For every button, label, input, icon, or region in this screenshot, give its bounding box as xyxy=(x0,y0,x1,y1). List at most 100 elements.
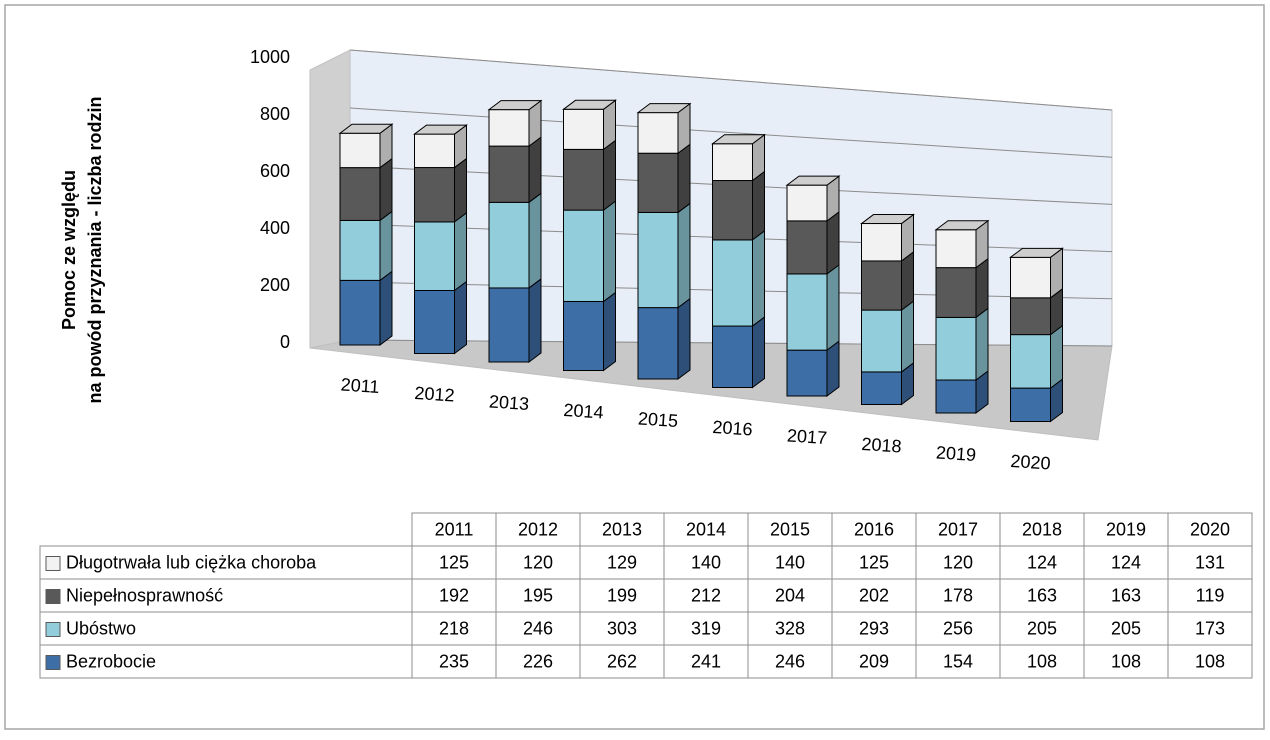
legend-label: Ubóstwo xyxy=(66,618,136,638)
bar-top xyxy=(413,124,468,135)
bar xyxy=(637,112,679,154)
bar xyxy=(563,300,604,371)
bar xyxy=(712,180,753,241)
bar xyxy=(861,371,902,405)
bar xyxy=(488,287,530,363)
table-cell: 108 xyxy=(1111,651,1141,671)
table-cell: 120 xyxy=(523,552,553,572)
table-cell: 108 xyxy=(1027,651,1057,671)
legend-key xyxy=(45,655,61,670)
bar xyxy=(414,167,455,223)
table-cell: 246 xyxy=(523,618,553,638)
table-cell: 226 xyxy=(523,651,553,671)
bar xyxy=(1010,387,1051,423)
bar xyxy=(712,143,753,182)
bar-side xyxy=(752,229,765,328)
table-cell: 204 xyxy=(775,585,805,605)
bar-side xyxy=(677,297,691,380)
table-cell: 205 xyxy=(1027,618,1057,638)
bar xyxy=(414,133,455,169)
bar-side xyxy=(454,280,467,355)
legend-key xyxy=(45,589,61,604)
table-header: 2013 xyxy=(602,519,642,539)
bar xyxy=(935,229,977,269)
bar-side xyxy=(379,210,393,282)
legend-label: Niepełnosprawność xyxy=(66,585,223,605)
bar xyxy=(488,201,530,289)
bar-top xyxy=(1008,247,1065,258)
bar-top xyxy=(711,134,766,145)
table-header: 2016 xyxy=(854,519,894,539)
bar-side xyxy=(826,263,840,352)
bar xyxy=(563,209,604,302)
bar-side xyxy=(603,200,616,303)
bar xyxy=(861,309,902,373)
bar-side xyxy=(379,270,393,346)
bar xyxy=(488,109,530,147)
grid-line xyxy=(349,107,1113,158)
table-header: 2012 xyxy=(518,519,558,539)
table-header: 2015 xyxy=(770,519,810,539)
table-header: 2019 xyxy=(1106,519,1146,539)
bar-side xyxy=(603,139,616,212)
bar-top xyxy=(860,214,915,225)
y-tick-label: 200 xyxy=(260,275,290,295)
bar xyxy=(935,316,977,381)
table-cell: 241 xyxy=(691,651,721,671)
bar xyxy=(1010,334,1051,389)
bar xyxy=(712,239,753,327)
table-cell: 256 xyxy=(943,618,973,638)
bar-top xyxy=(636,103,692,114)
bar xyxy=(786,184,828,222)
bar-side xyxy=(752,170,765,241)
table-header: 2014 xyxy=(686,519,726,539)
bar-top xyxy=(934,220,990,231)
table-cell: 154 xyxy=(943,651,973,671)
bar-side xyxy=(454,211,467,292)
bar xyxy=(339,167,381,221)
bar xyxy=(786,273,828,351)
table-cell: 319 xyxy=(691,618,721,638)
bar xyxy=(935,267,977,318)
bar-side xyxy=(752,316,765,389)
bar xyxy=(488,145,530,203)
table-cell: 124 xyxy=(1027,552,1057,572)
table-cell: 178 xyxy=(943,585,973,605)
bar-top xyxy=(785,175,841,186)
y-tick-label: 600 xyxy=(260,161,290,181)
bar xyxy=(414,221,455,291)
table-header: 2018 xyxy=(1022,519,1062,539)
bar-side xyxy=(826,210,840,275)
bar-side xyxy=(901,300,914,373)
table-cell: 195 xyxy=(523,585,553,605)
bar xyxy=(786,349,828,397)
table-cell: 293 xyxy=(859,618,889,638)
table-cell: 119 xyxy=(1196,585,1225,605)
bar-side xyxy=(677,202,691,309)
table-header: 2017 xyxy=(938,519,978,539)
legend-key xyxy=(45,622,61,637)
table-cell: 262 xyxy=(607,651,637,671)
table-header: 2011 xyxy=(435,519,474,539)
bar xyxy=(414,289,455,355)
x-tick-label: 2014 xyxy=(563,400,604,423)
table-cell: 212 xyxy=(691,585,721,605)
y-tick-label: 800 xyxy=(260,104,290,124)
y-axis-label: na powód przyznania - liczba rodzin xyxy=(85,96,105,403)
bar xyxy=(637,152,679,213)
x-tick-label: 2017 xyxy=(786,425,827,448)
bar xyxy=(1010,256,1051,299)
y-axis-label: Pomoc ze względu xyxy=(59,170,79,330)
bar-side xyxy=(901,250,914,312)
x-tick-label: 2020 xyxy=(1010,451,1051,474)
table-cell: 108 xyxy=(1195,651,1225,671)
table-cell: 125 xyxy=(439,552,469,572)
x-tick-label: 2011 xyxy=(340,374,380,397)
y-tick-label: 1000 xyxy=(250,47,290,67)
y-tick-label: 400 xyxy=(260,218,290,238)
bar xyxy=(637,307,679,380)
table-cell: 140 xyxy=(691,552,721,572)
table-cell: 328 xyxy=(775,618,805,638)
table-cell: 303 xyxy=(607,618,637,638)
table-cell: 129 xyxy=(607,552,637,572)
